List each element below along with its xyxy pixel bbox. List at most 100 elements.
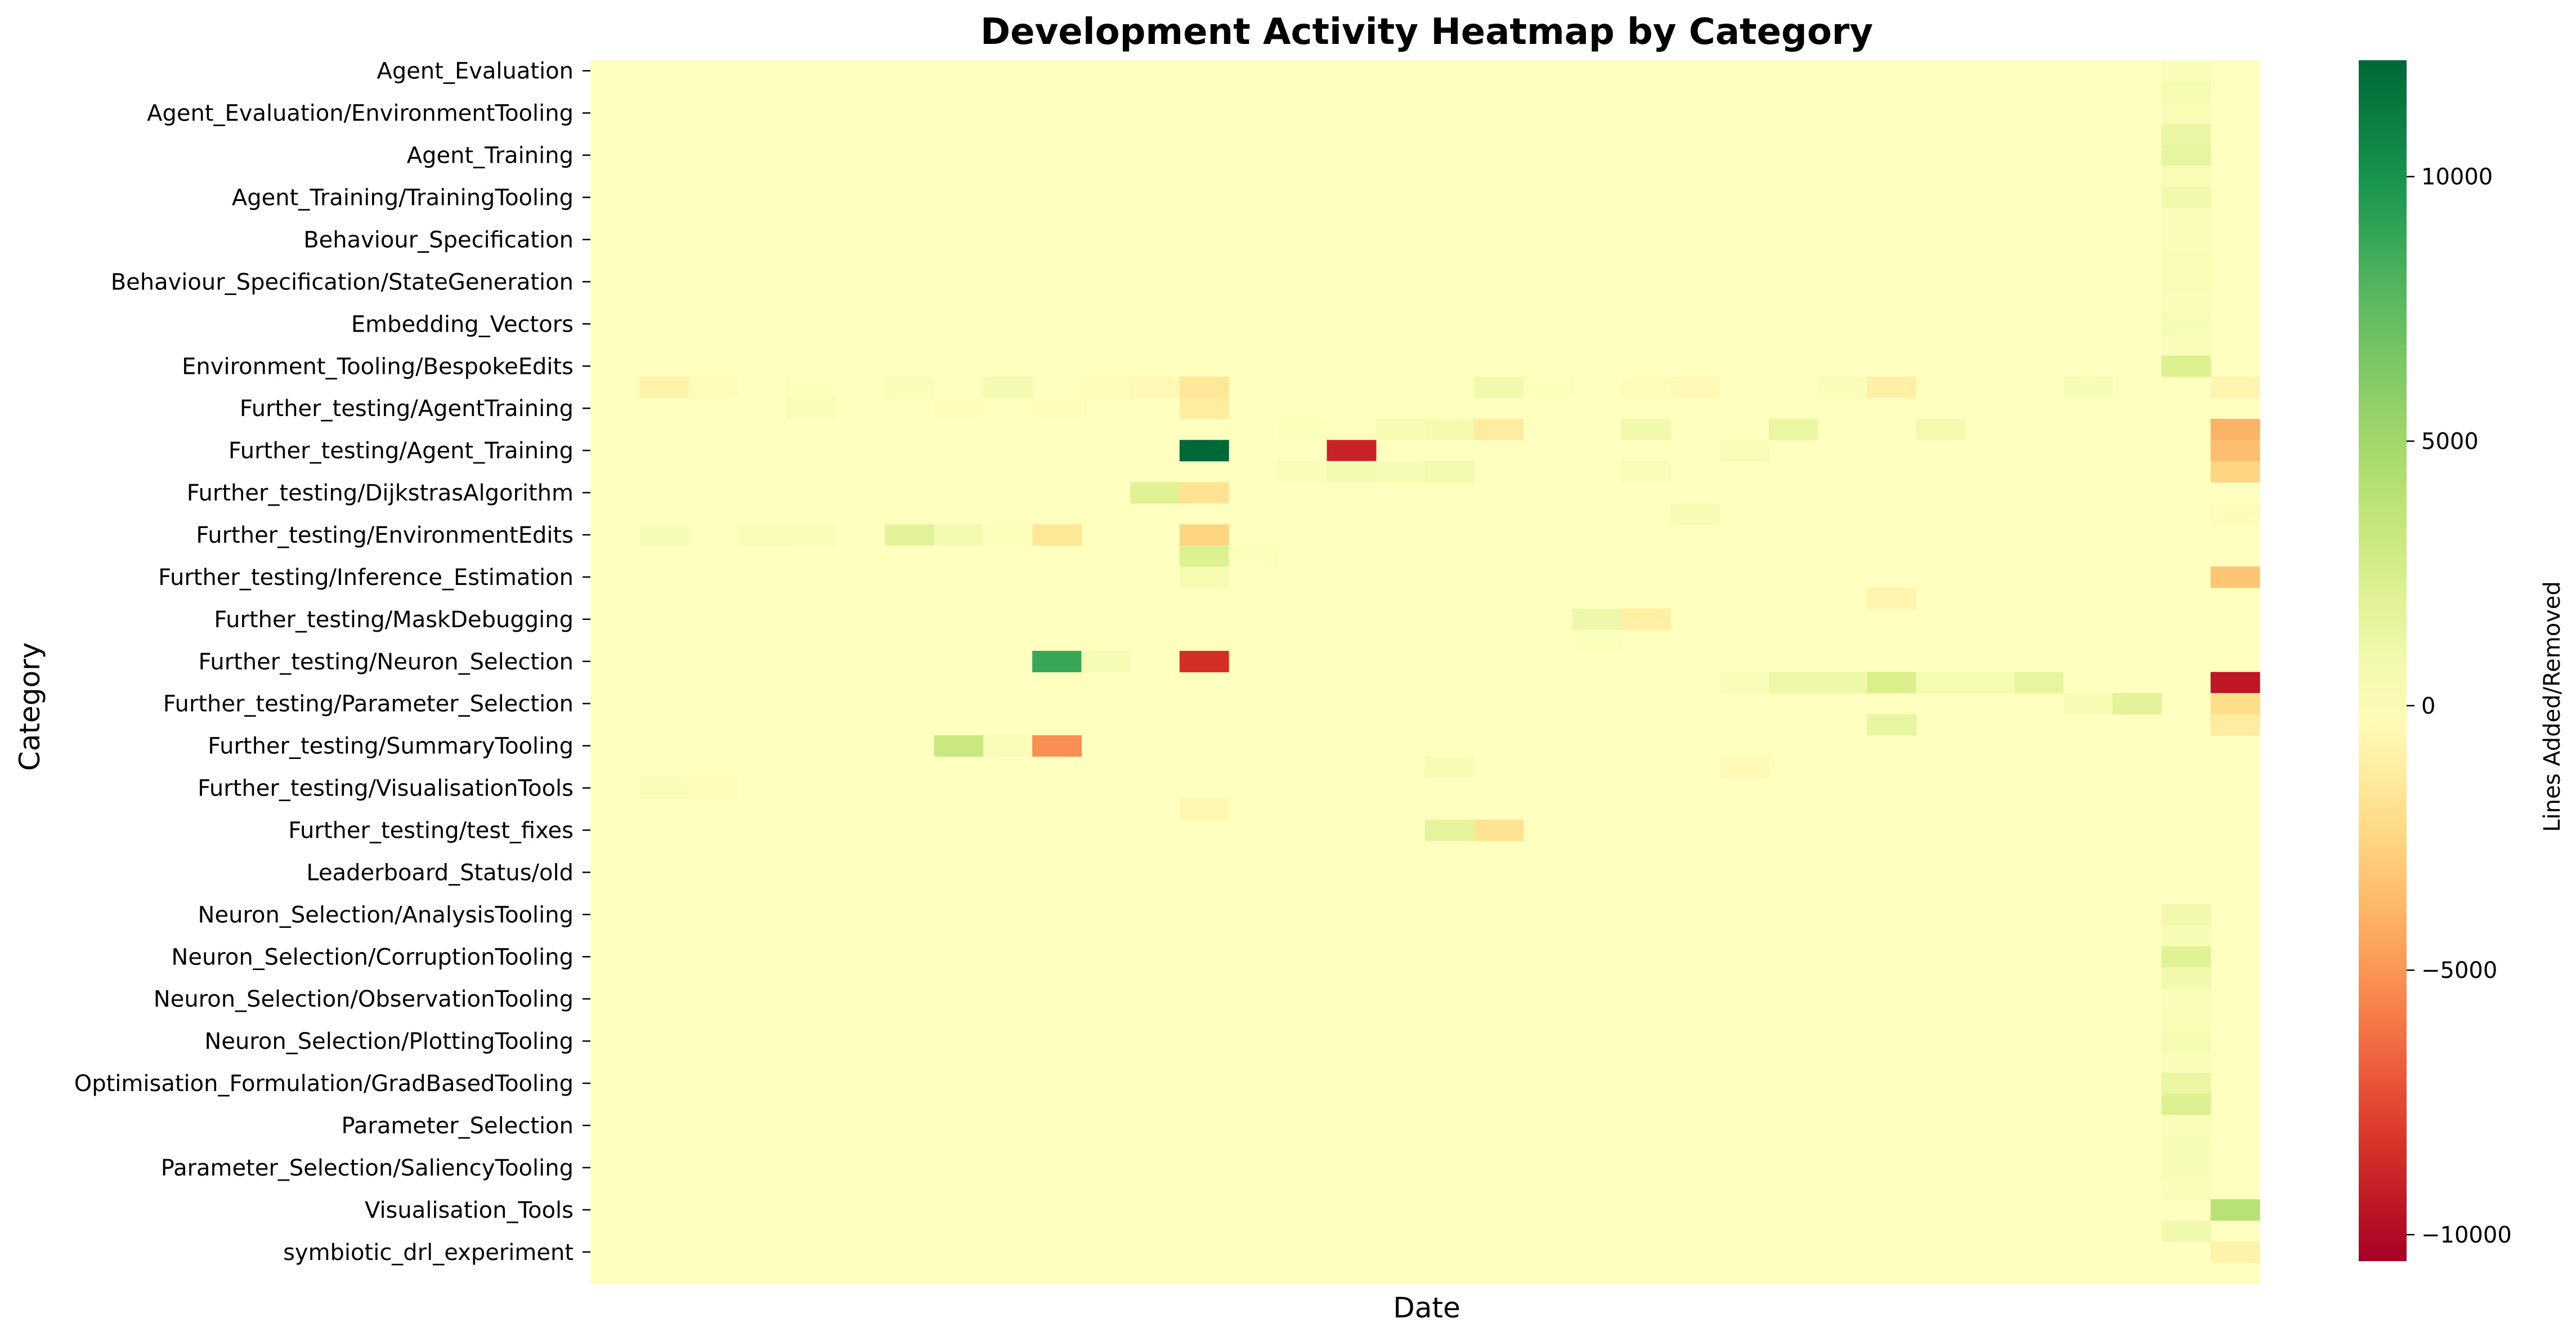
y-tick-label: Further_testing/Inference_Estimation <box>158 565 574 591</box>
heatmap-cell <box>2161 988 2211 1010</box>
colorbar-tick-label: 5000 <box>2421 429 2479 455</box>
heatmap-cell <box>1474 819 1524 841</box>
y-tick-label: Agent_Training <box>407 143 574 169</box>
y-tick-label: Parameter_Selection <box>342 1113 574 1139</box>
colorbar-label: Lines Added/Removed <box>2539 581 2565 832</box>
heatmap-cell <box>1621 609 1671 631</box>
heatmap-cell <box>2161 208 2211 230</box>
heatmap-cell <box>2161 1178 2211 1200</box>
heatmap-cell <box>1768 672 1818 694</box>
heatmap-cell <box>934 397 984 419</box>
y-tick-label: Neuron_Selection/ObservationTooling <box>154 986 574 1012</box>
heatmap-cell <box>983 735 1033 757</box>
heatmap-cell <box>2161 925 2211 947</box>
y-tick-label: Embedding_Vectors <box>351 311 574 337</box>
heatmap-cell <box>786 397 836 419</box>
heatmap-cell <box>2161 250 2211 272</box>
heatmap-cell <box>1278 461 1328 482</box>
heatmap-cell <box>934 524 984 546</box>
heatmap-cell <box>1474 418 1524 440</box>
heatmap-cell <box>2210 503 2260 525</box>
y-tick-label: Further_testing/Parameter_Selection <box>163 691 574 717</box>
heatmap-cell <box>1032 735 1082 757</box>
y-tick-label: Behaviour_Specification <box>303 227 574 253</box>
heatmap-cell <box>1179 397 1229 419</box>
heatmap-cell <box>2161 1157 2211 1179</box>
heatmap-cell <box>2161 355 2211 377</box>
heatmap-cell <box>2210 566 2260 588</box>
heatmap-cell <box>1867 672 1916 694</box>
heatmap-cell <box>1425 819 1475 841</box>
heatmap-cell <box>1719 756 1769 778</box>
heatmap-cell <box>2210 1199 2260 1221</box>
heatmap-cell <box>2210 672 2260 694</box>
heatmap-cell <box>639 376 689 399</box>
heatmap-cell <box>1130 482 1180 504</box>
colorbar-tick-label: −5000 <box>2421 958 2497 984</box>
heatmap-cell <box>1621 418 1671 440</box>
heatmap-cell <box>1670 503 1721 525</box>
heatmap-cell <box>1179 798 1229 820</box>
heatmap-cell <box>1867 376 1916 399</box>
y-tick-label: Agent_Evaluation/EnvironmentTooling <box>147 101 574 127</box>
y-tick-label: Further_testing/Neuron_Selection <box>199 649 574 675</box>
heatmap-cell <box>2161 292 2211 314</box>
heatmap-cell <box>688 376 738 399</box>
colorbar: 10000 5000 0 −5000 −10000 <box>2359 60 2512 1261</box>
heatmap-cell <box>2161 1030 2211 1052</box>
x-axis-label: Date <box>1393 1292 1461 1324</box>
heatmap-cell <box>2112 692 2162 715</box>
heatmap-cell <box>2210 418 2260 440</box>
heatmap-cell <box>1817 672 1867 694</box>
y-tick-label: Further_testing/SummaryTooling <box>208 734 574 759</box>
y-tick-label: Further_testing/MaskDebugging <box>214 607 574 633</box>
heatmap-cell <box>2161 186 2211 208</box>
y-tick-label: Visualisation_Tools <box>365 1198 574 1223</box>
heatmap-cell <box>1327 461 1377 482</box>
y-tick-label: Optimisation_Formulation/GradBasedToolin… <box>74 1071 574 1097</box>
heatmap-cell <box>737 524 787 546</box>
heatmap-cell <box>2063 692 2113 715</box>
heatmap-cell <box>1572 629 1622 651</box>
y-tick-label: Behaviour_Specification/StateGeneration <box>111 269 574 295</box>
heatmap-cell <box>1179 545 1229 567</box>
colorbar-tick-label: 10000 <box>2421 164 2493 190</box>
y-tick-label: Neuron_Selection/AnalysisTooling <box>198 902 574 928</box>
heatmap-cell <box>934 735 984 757</box>
heatmap-cell <box>1179 376 1229 399</box>
heatmap-cell <box>2161 313 2211 335</box>
heatmap-cell <box>1032 524 1082 546</box>
heatmap-cell <box>639 524 689 546</box>
heatmap-cell <box>983 376 1033 399</box>
heatmap-cell <box>1032 397 1082 419</box>
heatmap-cell <box>2161 102 2211 124</box>
heatmap-cell <box>1965 672 2015 694</box>
colorbar-tick-label: 0 <box>2421 693 2435 719</box>
heatmap-cell <box>983 524 1033 546</box>
heatmap-cell <box>1179 524 1229 546</box>
heatmap-cell <box>2161 229 2211 251</box>
heatmap-cell <box>1670 376 1721 399</box>
y-tick-label: symbiotic_drl_experiment <box>283 1240 574 1266</box>
heatmap-cell <box>786 524 836 546</box>
y-axis: Agent_Evaluation Agent_Evaluation/Environ… <box>74 59 590 1266</box>
heatmap-cell <box>1179 651 1229 673</box>
heatmap-cell <box>1719 672 1769 694</box>
heatmap-cell <box>2210 1241 2260 1263</box>
heatmap-cell <box>2161 81 2211 103</box>
colorbar-tick-label: −10000 <box>2421 1222 2512 1248</box>
heatmap-cell <box>1179 440 1229 462</box>
y-tick-label: Further_testing/DijkstrasAlgorithm <box>187 480 574 506</box>
heatmap-cell <box>2063 376 2113 399</box>
heatmap-cell <box>1572 609 1622 631</box>
heatmap-cell <box>2210 376 2260 399</box>
heatmap-cell <box>1032 651 1082 673</box>
heatmap-cell <box>1179 566 1229 588</box>
heatmap-cell <box>2210 714 2260 736</box>
colorbar-gradient <box>2359 60 2407 1261</box>
y-tick-label: Neuron_Selection/PlottingTooling <box>204 1029 574 1054</box>
heatmap-cell <box>2210 692 2260 715</box>
heatmap-cell <box>2014 672 2064 694</box>
heatmap-cell <box>885 376 935 399</box>
heatmap-cell <box>1425 461 1475 482</box>
